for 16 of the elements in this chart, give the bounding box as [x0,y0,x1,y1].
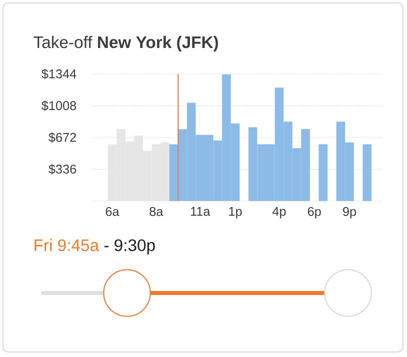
x-tick-label: 11a [190,207,210,216]
bar [362,144,372,201]
text: Fri 9:45a [34,238,100,252]
x-tick-label: 9p [343,207,356,219]
y-tick-label: $672 [48,132,76,143]
x-tick-label: 6p [308,207,321,219]
chart-title: Take-off New York (JFK) [34,36,218,52]
x-tick-label: 6a [106,207,120,216]
x-tick-label: 8a [150,207,164,216]
y-tick-label: $336 [48,164,76,174]
x-tick-label: 1p [229,207,242,218]
y-tick-label: $1008 [42,100,76,111]
bar [318,144,328,201]
text: - 9:30p [104,239,155,254]
y-tick-label: $1344 [42,68,76,80]
x-tick-label: 4p [272,207,286,218]
